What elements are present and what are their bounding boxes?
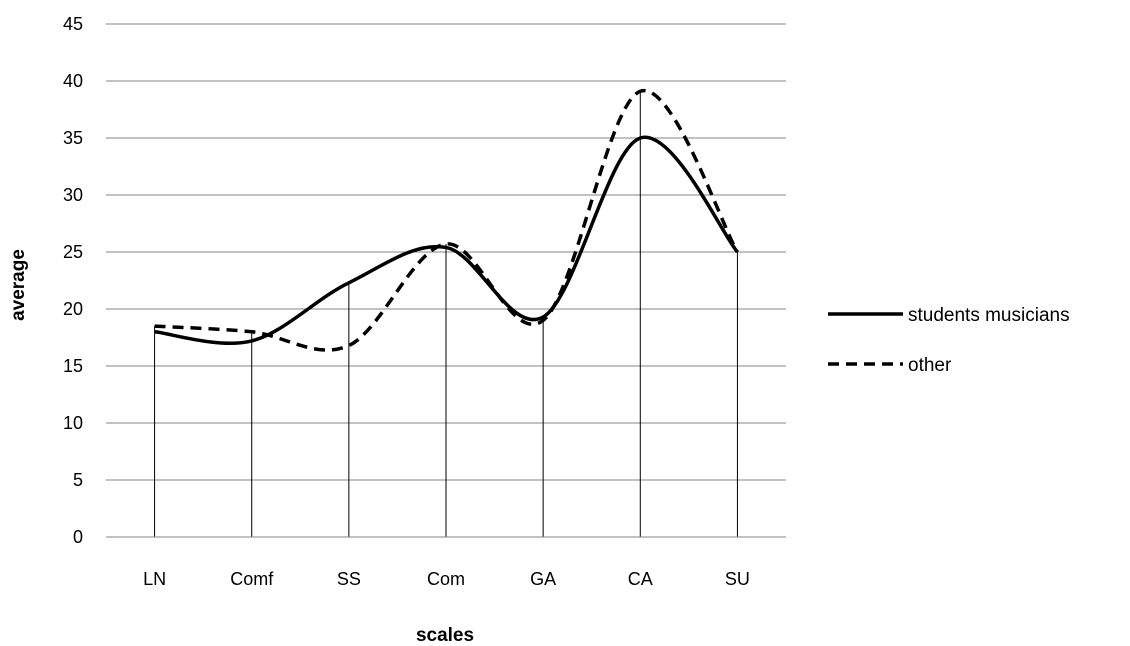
series-line-0: [154, 135, 739, 345]
x-tick-label: GA: [530, 569, 556, 589]
y-axis-title: average: [8, 249, 29, 321]
y-tick-label: 10: [63, 413, 83, 433]
y-tick-label: 20: [63, 299, 83, 319]
y-tick-label: 0: [73, 527, 83, 547]
x-tick-label: Com: [427, 569, 465, 589]
y-tick-label: 25: [63, 242, 83, 262]
series-line-1: [154, 89, 739, 352]
y-tick-label: 40: [63, 71, 83, 91]
y-tick-label: 5: [73, 470, 83, 490]
drop-lines: [154, 91, 738, 537]
y-tick-label: 30: [63, 185, 83, 205]
x-tick-label: Comf: [230, 569, 274, 589]
legend: students musicians other: [828, 305, 1070, 376]
x-tick-label: SS: [337, 569, 361, 589]
x-tick-label: CA: [628, 569, 653, 589]
y-tick-labels: 0 5 10 15 20 25 30 35 40 45: [63, 14, 83, 547]
series-lines: [154, 89, 739, 352]
x-tick-labels: LN Comf SS Com GA CA SU: [143, 569, 750, 589]
x-tick-label: LN: [143, 569, 166, 589]
y-tick-label: 15: [63, 356, 83, 376]
x-axis-title: scales: [416, 625, 474, 646]
legend-label: other: [908, 355, 952, 376]
legend-label: students musicians: [908, 305, 1070, 326]
y-tick-label: 35: [63, 128, 83, 148]
y-tick-label: 45: [63, 14, 83, 34]
x-tick-label: SU: [725, 569, 750, 589]
